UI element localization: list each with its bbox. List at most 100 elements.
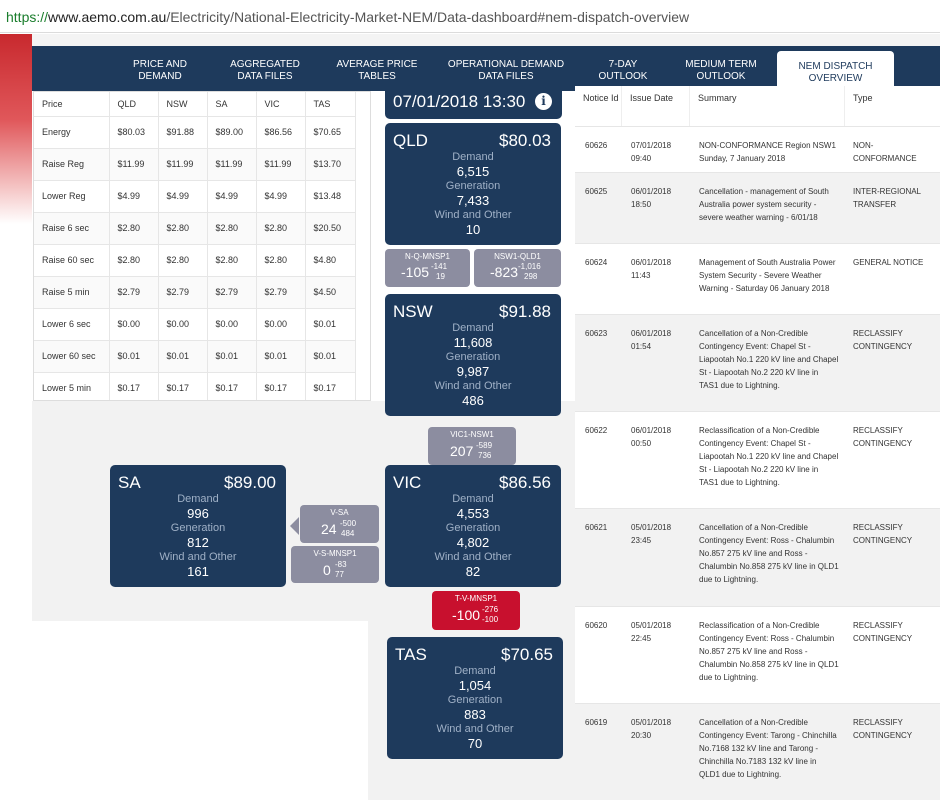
price-table-header: SA — [207, 92, 257, 117]
demand-label: Demand — [454, 665, 496, 677]
notice-date: 06/01/2018 01:54 — [631, 329, 672, 351]
notice-type: NON-CONFORMANCE — [853, 141, 917, 163]
generation-label: Generation — [447, 694, 503, 706]
notice-id: 60625 — [585, 187, 608, 196]
notice-row[interactable]: 60626 07/01/2018 09:40 NON-CONFORMANCE Reg… — [575, 126, 940, 172]
price-cell: $0.01 — [158, 340, 208, 373]
price-cell: $0.01 — [109, 340, 159, 373]
interconnector-nsw1-qld1[interactable]: NSW1-QLD1 -823 -1,016 298 — [474, 249, 561, 287]
region-price: $80.03 — [499, 131, 551, 150]
demand-value: 4,553 — [456, 506, 490, 521]
price-cell: $2.79 — [256, 276, 306, 309]
notices-header-type: Type — [853, 93, 873, 103]
price-cell: $4.99 — [207, 180, 257, 213]
generation-label: Generation — [445, 180, 501, 192]
wind-value: 10 — [465, 222, 481, 237]
notice-id: 60622 — [585, 426, 608, 435]
url-scheme: https:// — [6, 9, 49, 25]
interconnector-limit-b: -100 — [482, 615, 499, 624]
interconnector-limit-a: -1,016 — [518, 262, 541, 271]
notice-row[interactable]: 60620 05/01/2018 22:45 Reclassification of… — [575, 606, 940, 703]
price-cell: $4.99 — [158, 180, 208, 213]
wind-label: Wind and Other — [434, 551, 512, 563]
notice-summary: Cancellation - management of South Austr… — [699, 187, 829, 222]
price-cell: $0.01 — [305, 340, 356, 373]
notice-row[interactable]: 60621 05/01/2018 23:45 Cancellation of a N… — [575, 508, 940, 606]
region-name: QLD — [393, 131, 428, 150]
price-table-header-row: Price QLD NSW SA VIC TAS — [34, 92, 356, 117]
generation-value: 4,802 — [456, 535, 490, 550]
region-nsw[interactable]: NSW $91.88 Demand 11,608 Generation 9,98… — [385, 294, 561, 416]
generation-value: 7,433 — [456, 193, 490, 208]
notice-row[interactable]: 60624 06/01/2018 11:43 Management of South… — [575, 243, 940, 314]
interconnector-flow: -100 — [452, 607, 481, 623]
tab-nem-dispatch-overview[interactable]: NEM DISPATCH OVERVIEW — [777, 51, 894, 91]
price-table-row: Raise Reg $11.99 $11.99 $11.99 $11.99 $13.70 — [34, 148, 356, 181]
region-sa[interactable]: SA $89.00 Demand 996 Generation 812 Wind… — [110, 465, 286, 587]
tab-operational-demand-data-files[interactable]: OPERATIONAL DEMAND DATA FILES — [447, 58, 565, 82]
wind-label: Wind and Other — [434, 209, 512, 221]
url-host: www.aemo.com.au — [48, 9, 167, 25]
info-icon[interactable]: i — [535, 93, 552, 110]
notice-id: 60621 — [585, 523, 608, 532]
region-name: TAS — [395, 645, 427, 664]
price-cell: $4.99 — [256, 180, 306, 213]
notice-type: RECLASSIFY CONTINGENCY — [853, 718, 913, 740]
notice-summary: Management of South Australia Power Syst… — [699, 258, 836, 293]
interconnector-limit-a: -141 — [431, 262, 448, 271]
tab-average-price-tables[interactable]: AVERAGE PRICE TABLES — [336, 58, 418, 82]
region-qld[interactable]: QLD $80.03 Demand 6,515 Generation 7,433… — [385, 123, 561, 245]
notice-row[interactable]: 60623 06/01/2018 01:54 Cancellation of a N… — [575, 314, 940, 411]
interconnector-limit-b: 19 — [436, 272, 445, 281]
tab-aggregated-data-files[interactable]: AGGREGATED DATA FILES — [230, 58, 300, 82]
price-table-row: Lower 60 sec $0.01 $0.01 $0.01 $0.01 $0.01 — [34, 340, 356, 373]
notice-date: 05/01/2018 23:45 — [631, 523, 672, 545]
price-cell: $4.80 — [305, 244, 356, 277]
generation-value: 883 — [464, 707, 486, 722]
region-name: NSW — [393, 302, 433, 321]
notice-row[interactable]: 60622 06/01/2018 00:50 Reclassification of… — [575, 411, 940, 508]
notice-row[interactable]: 60619 05/01/2018 20:30 Cancellation of a N… — [575, 703, 940, 800]
notice-type: RECLASSIFY CONTINGENCY — [853, 329, 913, 351]
interconnector-v-sa[interactable]: V-SA 24 -500 484 — [300, 505, 379, 543]
price-cell: $2.79 — [207, 276, 257, 309]
interconnector-vic1-nsw1[interactable]: VIC1-NSW1 207 -589 736 — [428, 427, 516, 465]
price-cell: $2.80 — [256, 244, 306, 277]
interconnector-t-v-mnsp1[interactable]: T-V-MNSP1 -100 -276 -100 — [432, 591, 520, 630]
price-service-label: Raise Reg — [34, 148, 110, 181]
price-cell: $11.99 — [158, 148, 208, 181]
notice-id: 60620 — [585, 621, 608, 630]
region-tas[interactable]: TAS $70.65 Demand 1,054 Generation 883 W… — [387, 637, 563, 759]
interconnector-v-s-mnsp1[interactable]: V-S-MNSP1 0 -83 77 — [291, 546, 379, 583]
interconnector-name: N-Q-MNSP1 — [405, 252, 450, 261]
address-bar[interactable]: https://www.aemo.com.au/Electricity/Nati… — [0, 0, 940, 33]
notice-date: 06/01/2018 11:43 — [631, 258, 672, 280]
price-cell: $4.99 — [109, 180, 159, 213]
price-cell: $2.80 — [109, 212, 159, 245]
region-vic[interactable]: VIC $86.56 Demand 4,553 Generation 4,802… — [385, 465, 561, 587]
notices-header-summary: Summary — [690, 86, 845, 126]
url-path: /Electricity/National-Electricity-Market… — [166, 9, 690, 25]
price-cell: $0.00 — [158, 308, 208, 341]
tab-7-day-outlook[interactable]: 7-DAY OUTLOOK — [598, 58, 648, 82]
price-table-header: Price — [34, 92, 110, 117]
price-table-header: QLD — [109, 92, 159, 117]
decorative-banner — [0, 34, 32, 224]
demand-label: Demand — [452, 322, 494, 334]
price-table-header: NSW — [158, 92, 208, 117]
price-table-header: TAS — [305, 92, 356, 117]
price-table-row: Lower Reg $4.99 $4.99 $4.99 $4.99 $13.48 — [34, 180, 356, 213]
demand-value: 1,054 — [458, 678, 492, 693]
tab-price-and-demand[interactable]: PRICE AND DEMAND — [133, 58, 187, 82]
notice-summary: Cancellation of a Non-Credible Contingen… — [699, 329, 839, 390]
banner-strip — [32, 34, 940, 46]
interconnector-n-q-mnsp1[interactable]: N-Q-MNSP1 -105 -141 19 — [385, 249, 470, 287]
notice-row[interactable]: 60625 06/01/2018 18:50 Cancellation - mana… — [575, 172, 940, 243]
interconnector-name: T-V-MNSP1 — [454, 594, 498, 603]
notice-summary: Reclassification of a Non-Credible Conti… — [699, 426, 839, 487]
generation-label: Generation — [170, 522, 226, 534]
tab-medium-term-outlook[interactable]: MEDIUM TERM OUTLOOK — [685, 58, 757, 82]
notice-id: 60626 — [585, 141, 608, 150]
price-service-label: Lower Reg — [34, 180, 110, 213]
price-cell: $2.80 — [158, 212, 208, 245]
